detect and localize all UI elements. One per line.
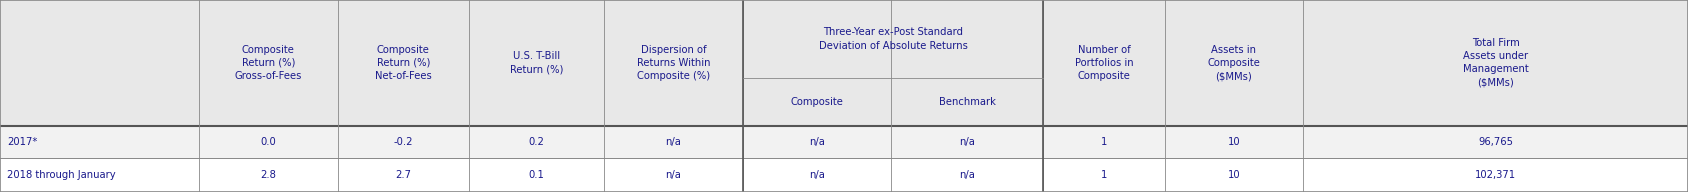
- Text: n/a: n/a: [959, 137, 976, 147]
- Text: U.S. T-Bill
Return (%): U.S. T-Bill Return (%): [510, 51, 564, 74]
- Text: -0.2: -0.2: [393, 137, 414, 147]
- Text: 2.8: 2.8: [260, 170, 277, 180]
- Text: n/a: n/a: [665, 137, 682, 147]
- Text: Composite: Composite: [790, 97, 844, 107]
- Text: 96,765: 96,765: [1479, 137, 1512, 147]
- Text: 0.1: 0.1: [528, 170, 545, 180]
- Text: 1: 1: [1101, 170, 1107, 180]
- Text: 2017*: 2017*: [7, 137, 37, 147]
- Text: 1: 1: [1101, 137, 1107, 147]
- Text: 0.0: 0.0: [260, 137, 277, 147]
- Text: n/a: n/a: [809, 137, 825, 147]
- Text: n/a: n/a: [809, 170, 825, 180]
- Text: Three-Year ex-Post Standard
Deviation of Absolute Returns: Three-Year ex-Post Standard Deviation of…: [819, 27, 967, 50]
- Text: Assets in
Composite
($MMs): Assets in Composite ($MMs): [1207, 45, 1261, 81]
- Bar: [0, 158, 1688, 192]
- Text: 10: 10: [1227, 170, 1241, 180]
- Text: n/a: n/a: [959, 170, 976, 180]
- Bar: [0, 126, 1688, 158]
- Text: Total Firm
Assets under
Management
($MMs): Total Firm Assets under Management ($MMs…: [1463, 38, 1528, 88]
- Text: 102,371: 102,371: [1475, 170, 1516, 180]
- Text: 2.7: 2.7: [395, 170, 412, 180]
- Bar: [0, 0, 1688, 126]
- Text: 2018 through January: 2018 through January: [7, 170, 115, 180]
- Text: Composite
Return (%)
Net-of-Fees: Composite Return (%) Net-of-Fees: [375, 45, 432, 81]
- Text: Dispersion of
Returns Within
Composite (%): Dispersion of Returns Within Composite (…: [636, 45, 711, 81]
- Text: 0.2: 0.2: [528, 137, 545, 147]
- Text: n/a: n/a: [665, 170, 682, 180]
- Text: Benchmark: Benchmark: [939, 97, 996, 107]
- Text: Composite
Return (%)
Gross-of-Fees: Composite Return (%) Gross-of-Fees: [235, 45, 302, 81]
- Text: Number of
Portfolios in
Composite: Number of Portfolios in Composite: [1075, 45, 1133, 81]
- Text: 10: 10: [1227, 137, 1241, 147]
